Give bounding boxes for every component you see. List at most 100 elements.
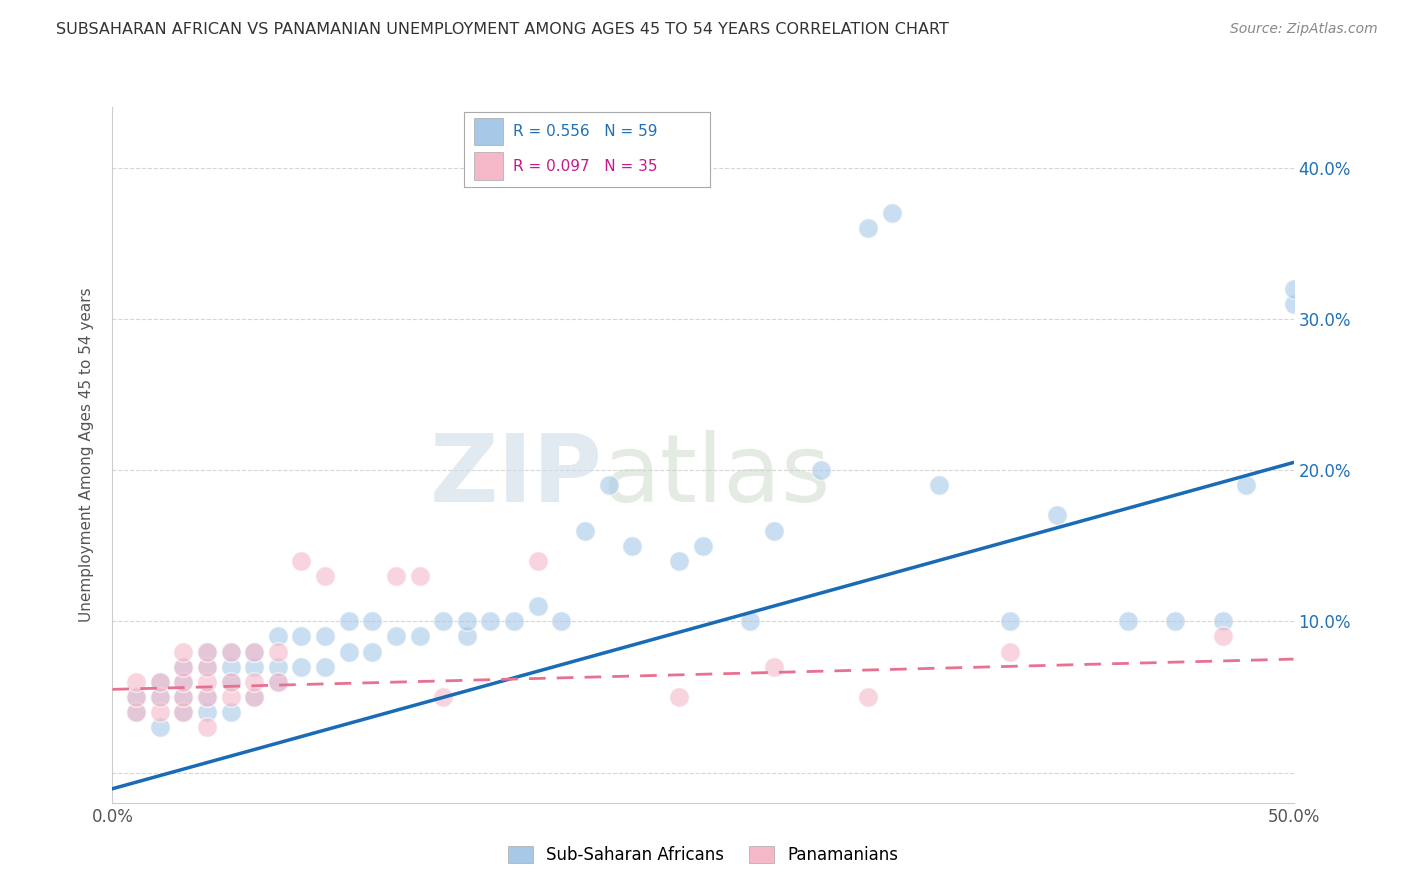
Point <box>172 705 194 719</box>
Point <box>361 644 384 658</box>
Text: SUBSAHARAN AFRICAN VS PANAMANIAN UNEMPLOYMENT AMONG AGES 45 TO 54 YEARS CORRELAT: SUBSAHARAN AFRICAN VS PANAMANIAN UNEMPLO… <box>56 22 949 37</box>
Point <box>125 705 148 719</box>
Point <box>526 599 548 614</box>
Point <box>810 463 832 477</box>
Point <box>456 629 478 643</box>
Point <box>149 674 172 689</box>
Point <box>598 478 620 492</box>
Point <box>267 674 290 689</box>
Point <box>219 705 242 719</box>
Point <box>195 705 218 719</box>
Point <box>1282 296 1305 310</box>
Point <box>1212 629 1234 643</box>
Point <box>219 690 242 704</box>
Point <box>243 674 266 689</box>
Point <box>762 659 785 673</box>
Point <box>1212 615 1234 629</box>
Point <box>172 644 194 658</box>
Point <box>195 690 218 704</box>
Point <box>267 659 290 673</box>
Point <box>385 629 408 643</box>
Bar <box>474 118 503 145</box>
Point <box>385 569 408 583</box>
Point <box>149 690 172 704</box>
Point <box>740 615 762 629</box>
Point <box>668 690 690 704</box>
Point <box>243 690 266 704</box>
Point <box>172 674 194 689</box>
Point <box>149 690 172 704</box>
Point <box>125 690 148 704</box>
Point <box>668 554 690 568</box>
Point <box>314 659 336 673</box>
Point <box>125 690 148 704</box>
Point <box>172 690 194 704</box>
Point <box>290 554 312 568</box>
Point <box>172 705 194 719</box>
Point <box>479 615 502 629</box>
Point <box>243 644 266 658</box>
Point <box>432 615 454 629</box>
Point <box>432 690 454 704</box>
Point <box>314 569 336 583</box>
Point <box>172 659 194 673</box>
Point <box>1282 281 1305 295</box>
Point <box>1234 478 1257 492</box>
Point <box>172 690 194 704</box>
Point <box>219 674 242 689</box>
Point <box>692 539 714 553</box>
Point <box>574 524 596 538</box>
Point <box>219 644 242 658</box>
Point <box>243 659 266 673</box>
Text: R = 0.097   N = 35: R = 0.097 N = 35 <box>513 159 658 174</box>
Text: R = 0.556   N = 59: R = 0.556 N = 59 <box>513 124 658 139</box>
Text: ZIP: ZIP <box>430 430 603 522</box>
Point <box>149 705 172 719</box>
Legend: Sub-Saharan Africans, Panamanians: Sub-Saharan Africans, Panamanians <box>501 839 905 871</box>
Point <box>219 674 242 689</box>
Point <box>880 206 903 220</box>
Point <box>125 705 148 719</box>
Point <box>243 644 266 658</box>
Point <box>267 644 290 658</box>
Text: atlas: atlas <box>603 430 831 522</box>
Point <box>998 615 1021 629</box>
Point <box>219 659 242 673</box>
Point <box>290 629 312 643</box>
Point <box>408 569 430 583</box>
Point <box>125 674 148 689</box>
Point <box>621 539 644 553</box>
Bar <box>474 153 503 179</box>
Point <box>503 615 526 629</box>
Point <box>290 659 312 673</box>
Point <box>550 615 572 629</box>
Point <box>195 690 218 704</box>
Point <box>1046 508 1069 523</box>
Point <box>858 690 880 704</box>
Point <box>337 644 360 658</box>
Point <box>1116 615 1139 629</box>
Point <box>195 674 218 689</box>
Point <box>928 478 950 492</box>
Point <box>195 644 218 658</box>
Point <box>858 221 880 235</box>
Point <box>762 524 785 538</box>
Point <box>361 615 384 629</box>
Point <box>219 644 242 658</box>
Point <box>243 690 266 704</box>
Point <box>172 659 194 673</box>
Point <box>526 554 548 568</box>
Point <box>195 644 218 658</box>
Point <box>172 674 194 689</box>
Point <box>195 720 218 734</box>
Point <box>267 674 290 689</box>
Point <box>408 629 430 643</box>
Point <box>267 629 290 643</box>
Point <box>149 720 172 734</box>
Point <box>195 659 218 673</box>
Y-axis label: Unemployment Among Ages 45 to 54 years: Unemployment Among Ages 45 to 54 years <box>79 287 94 623</box>
Point <box>195 659 218 673</box>
Point <box>337 615 360 629</box>
Point <box>314 629 336 643</box>
Point <box>998 644 1021 658</box>
